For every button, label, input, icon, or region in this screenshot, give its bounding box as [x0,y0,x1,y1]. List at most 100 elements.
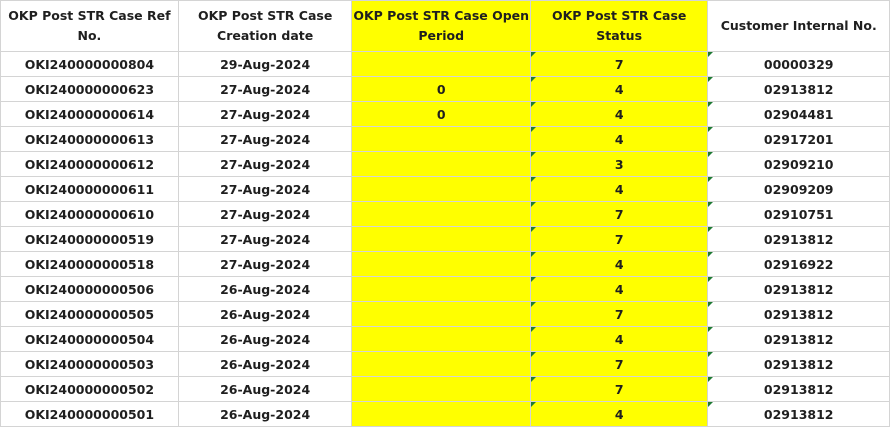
cell-open-period[interactable] [351,301,531,327]
cell-customer-no[interactable]: 02913812 [707,351,890,377]
cell-status[interactable]: 7 [529,201,709,227]
cell-creation-date[interactable]: 27-Aug-2024 [177,226,353,252]
cell-creation-date[interactable]: 27-Aug-2024 [177,151,353,177]
cell-creation-date[interactable]: 26-Aug-2024 [177,376,353,402]
cell-status-value: 4 [614,281,624,297]
cell-customer-no[interactable]: 02913812 [707,326,890,352]
error-indicator-icon [531,227,536,232]
header-cell-status[interactable]: OKP Post STR Case Status [529,0,709,52]
cell-open-period[interactable] [351,226,531,252]
cell-status[interactable]: 7 [529,51,709,77]
cell-ref[interactable]: OKI240000000804 [0,51,179,77]
cell-creation-date[interactable]: 27-Aug-2024 [177,76,353,102]
cell-status[interactable]: 7 [529,376,709,402]
header-cell-creation-date[interactable]: OKP Post STR Case Creation date [177,0,353,52]
cell-status[interactable]: 4 [529,76,709,102]
cell-ref-value: OKI240000000503 [24,356,155,372]
cell-customer-no[interactable]: 02913812 [707,376,890,402]
cell-creation-date[interactable]: 27-Aug-2024 [177,176,353,202]
cell-ref[interactable]: OKI240000000502 [0,376,179,402]
cell-status-value: 4 [614,331,624,347]
header-cell-ref[interactable]: OKP Post STR Case Ref No. [0,0,179,52]
error-indicator-icon [531,377,536,382]
cell-ref[interactable]: OKI240000000612 [0,151,179,177]
cell-ref[interactable]: OKI240000000504 [0,326,179,352]
cell-status-value: 7 [614,231,624,247]
cell-open-period[interactable] [351,376,531,402]
cell-ref[interactable]: OKI240000000503 [0,351,179,377]
cell-ref[interactable]: OKI240000000610 [0,201,179,227]
table-row: OKI240000000623 27-Aug-2024 0 4 02913812 [0,76,890,102]
cell-open-period-value: 0 [436,106,446,122]
cell-creation-date[interactable]: 26-Aug-2024 [177,351,353,377]
cell-customer-no[interactable]: 00000329 [707,51,890,77]
cell-status[interactable]: 3 [529,151,709,177]
cell-status[interactable]: 4 [529,176,709,202]
cell-ref[interactable]: OKI240000000505 [0,301,179,327]
cell-status[interactable]: 4 [529,326,709,352]
cell-creation-date[interactable]: 26-Aug-2024 [177,276,353,302]
cell-status[interactable]: 7 [529,301,709,327]
cell-customer-no[interactable]: 02913812 [707,226,890,252]
cell-customer-no[interactable]: 02913812 [707,401,890,427]
table-row: OKI240000000503 26-Aug-2024 7 02913812 [0,351,890,377]
error-indicator-icon [531,202,536,207]
table-row: OKI240000000519 27-Aug-2024 7 02913812 [0,226,890,252]
cell-ref[interactable]: OKI240000000519 [0,226,179,252]
cell-ref[interactable]: OKI240000000623 [0,76,179,102]
cell-creation-date[interactable]: 27-Aug-2024 [177,201,353,227]
cell-creation-date[interactable]: 27-Aug-2024 [177,126,353,152]
cell-customer-no[interactable]: 02913812 [707,276,890,302]
cell-status[interactable]: 4 [529,251,709,277]
cell-open-period[interactable] [351,126,531,152]
header-cell-open-period[interactable]: OKP Post STR Case Open Period [351,0,531,52]
error-indicator-icon [708,377,714,382]
cell-creation-date[interactable]: 27-Aug-2024 [177,101,353,127]
cell-customer-no[interactable]: 02910751 [707,201,890,227]
cell-ref[interactable]: OKI240000000501 [0,401,179,427]
error-indicator-icon [531,127,536,132]
cell-customer-no[interactable]: 02913812 [707,301,890,327]
cell-status[interactable]: 7 [529,351,709,377]
cell-open-period[interactable]: 0 [351,101,531,127]
cell-creation-date[interactable]: 26-Aug-2024 [177,326,353,352]
cell-customer-no-value: 02910751 [763,206,834,222]
error-indicator-icon [708,177,714,182]
cell-customer-no[interactable]: 02916922 [707,251,890,277]
cell-open-period[interactable] [351,176,531,202]
cell-status[interactable]: 4 [529,101,709,127]
cell-creation-date[interactable]: 26-Aug-2024 [177,401,353,427]
cell-customer-no[interactable]: 02909209 [707,176,890,202]
cell-status[interactable]: 7 [529,226,709,252]
cell-customer-no[interactable]: 02909210 [707,151,890,177]
cell-ref[interactable]: OKI240000000518 [0,251,179,277]
cell-status[interactable]: 4 [529,126,709,152]
error-indicator-icon [708,152,714,157]
cell-status[interactable]: 4 [529,276,709,302]
cell-ref[interactable]: OKI240000000613 [0,126,179,152]
header-cell-customer-no[interactable]: Customer Internal No. [707,0,890,52]
cell-open-period[interactable] [351,251,531,277]
cell-ref[interactable]: OKI240000000506 [0,276,179,302]
cell-open-period[interactable]: 0 [351,76,531,102]
cell-creation-date[interactable]: 29-Aug-2024 [177,51,353,77]
cell-customer-no[interactable]: 02904481 [707,101,890,127]
cell-status[interactable]: 4 [529,401,709,427]
cell-ref[interactable]: OKI240000000614 [0,101,179,127]
cell-ref-value: OKI240000000504 [24,331,155,347]
cell-open-period[interactable] [351,201,531,227]
cell-customer-no[interactable]: 02917201 [707,126,890,152]
cell-open-period[interactable] [351,151,531,177]
cell-open-period[interactable] [351,351,531,377]
cell-open-period[interactable] [351,401,531,427]
cell-creation-date[interactable]: 27-Aug-2024 [177,251,353,277]
cell-open-period[interactable] [351,276,531,302]
cell-ref[interactable]: OKI240000000611 [0,176,179,202]
cell-creation-date[interactable]: 26-Aug-2024 [177,301,353,327]
cell-customer-no[interactable]: 02913812 [707,76,890,102]
cell-open-period[interactable] [351,326,531,352]
cell-status-value: 7 [614,56,624,72]
table-row: OKI240000000613 27-Aug-2024 4 02917201 [0,126,890,152]
cell-open-period[interactable] [351,51,531,77]
